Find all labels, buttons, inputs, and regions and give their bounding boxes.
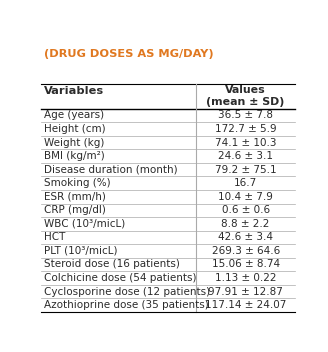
- Text: Azothioprine dose (35 patients): Azothioprine dose (35 patients): [44, 300, 208, 310]
- Text: Variables: Variables: [44, 86, 104, 96]
- Text: (DRUG DOSES AS MG/DAY): (DRUG DOSES AS MG/DAY): [44, 49, 213, 59]
- Text: Smoking (%): Smoking (%): [44, 178, 110, 188]
- Text: HCT: HCT: [44, 232, 65, 243]
- Text: PLT (10³/micL): PLT (10³/micL): [44, 246, 117, 256]
- Text: 8.8 ± 2.2: 8.8 ± 2.2: [221, 219, 270, 229]
- Text: 74.1 ± 10.3: 74.1 ± 10.3: [215, 138, 277, 147]
- Text: BMI (kg/m²): BMI (kg/m²): [44, 151, 104, 161]
- Text: Values
(mean ± SD): Values (mean ± SD): [206, 85, 285, 107]
- Text: 79.2 ± 75.1: 79.2 ± 75.1: [215, 165, 277, 175]
- Text: Colchicine dose (54 patients): Colchicine dose (54 patients): [44, 273, 196, 283]
- Text: Age (years): Age (years): [44, 111, 104, 120]
- Text: 117.14 ± 24.07: 117.14 ± 24.07: [205, 300, 286, 310]
- Text: Weight (kg): Weight (kg): [44, 138, 104, 147]
- Text: WBC (10³/micL): WBC (10³/micL): [44, 219, 125, 229]
- Text: 97.91 ± 12.87: 97.91 ± 12.87: [208, 287, 283, 297]
- Text: Disease duration (month): Disease duration (month): [44, 165, 177, 175]
- Text: 15.06 ± 8.74: 15.06 ± 8.74: [212, 259, 280, 270]
- Text: 172.7 ± 5.9: 172.7 ± 5.9: [215, 124, 277, 134]
- Text: 0.6 ± 0.6: 0.6 ± 0.6: [222, 205, 270, 215]
- Text: 269.3 ± 64.6: 269.3 ± 64.6: [212, 246, 280, 256]
- Text: 10.4 ± 7.9: 10.4 ± 7.9: [218, 192, 273, 202]
- Text: 42.6 ± 3.4: 42.6 ± 3.4: [218, 232, 273, 243]
- Text: 1.13 ± 0.22: 1.13 ± 0.22: [215, 273, 277, 283]
- Text: CRP (mg/dl): CRP (mg/dl): [44, 205, 105, 215]
- Text: 16.7: 16.7: [234, 178, 257, 188]
- Text: 24.6 ± 3.1: 24.6 ± 3.1: [218, 151, 273, 161]
- Text: Cyclosporine dose (12 patients): Cyclosporine dose (12 patients): [44, 287, 210, 297]
- Text: ESR (mm/h): ESR (mm/h): [44, 192, 105, 202]
- Text: 36.5 ± 7.8: 36.5 ± 7.8: [218, 111, 273, 120]
- Text: Height (cm): Height (cm): [44, 124, 105, 134]
- Text: Steroid dose (16 patients): Steroid dose (16 patients): [44, 259, 179, 270]
